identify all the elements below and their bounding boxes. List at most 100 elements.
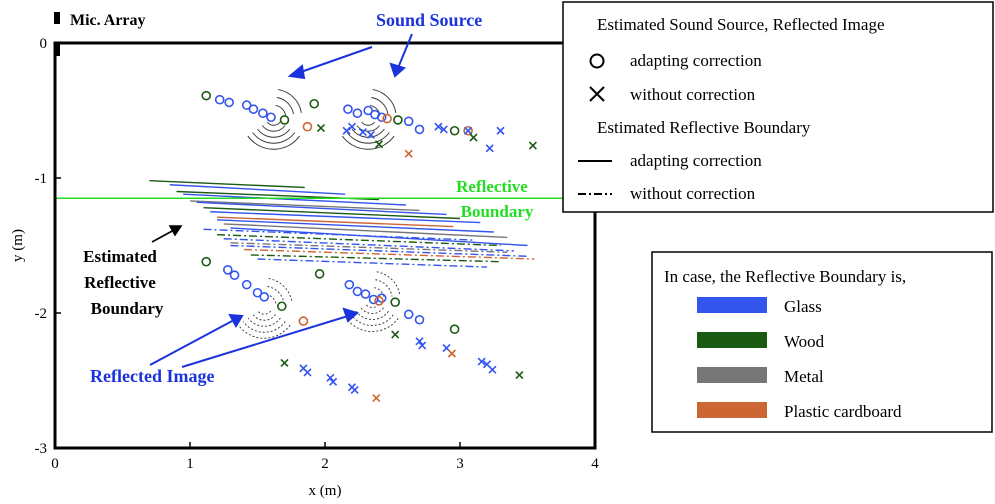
x-tick-label: 2 <box>321 456 329 472</box>
cross-point <box>418 341 427 350</box>
y-axis-label: y (m) <box>10 229 26 262</box>
boundary-line-solid <box>203 207 461 220</box>
cross-point <box>515 371 524 380</box>
cross-point <box>372 393 381 403</box>
circle-marker-icon <box>589 53 605 69</box>
cross-point <box>391 330 400 339</box>
circle-point <box>201 256 211 267</box>
circle-point <box>252 287 263 298</box>
legend-markers-title: Estimated Sound Source, Reflected Image <box>597 15 885 34</box>
arrowhead-icon <box>389 62 406 78</box>
circle-point <box>374 296 384 306</box>
cross-point <box>374 140 384 149</box>
cross-point <box>326 373 335 382</box>
arrow-reflected-image-2 <box>181 315 349 368</box>
legend-material-label: Metal <box>784 367 824 386</box>
cross-point <box>439 125 448 134</box>
circle-point <box>360 289 371 299</box>
cross-point <box>434 122 443 131</box>
cross-point <box>447 349 456 358</box>
y-tick-label: 0 <box>40 36 48 52</box>
boundary-line-dashdot <box>230 244 528 257</box>
cross-point <box>404 149 413 158</box>
mic-array-marker: Mic. Array <box>54 12 146 56</box>
sound-source-wavefront <box>341 89 397 150</box>
cross-point <box>469 133 478 142</box>
circle-point <box>302 121 313 132</box>
boundary-line-dashdot <box>223 238 515 252</box>
legend-markers: Estimated Sound Source, Reflected Image … <box>562 1 994 213</box>
reflective-boundary-label-2: Boundary <box>461 202 534 221</box>
circle-point <box>376 293 387 303</box>
boundary-line-solid <box>149 180 305 189</box>
legend-swatch <box>697 367 767 383</box>
cross-point <box>485 144 494 153</box>
reflected-image-wavefront <box>237 278 293 339</box>
circle-point <box>463 125 473 136</box>
boundary-line-dashdot <box>250 254 501 263</box>
circle-point <box>241 279 252 290</box>
boundary-line-solid <box>189 200 420 212</box>
circle-point <box>403 116 414 127</box>
circle-point <box>352 286 363 297</box>
circle-point <box>314 269 325 279</box>
cross-point <box>280 358 289 368</box>
cross-point <box>316 123 326 133</box>
cross-point <box>347 122 357 131</box>
x-tick-label: 4 <box>591 456 599 472</box>
boundary-line-solid <box>196 201 447 216</box>
circle-point <box>214 94 225 105</box>
cross-point <box>415 337 424 346</box>
circle-point <box>363 105 374 116</box>
x-axis-label: x (m) <box>309 483 342 499</box>
legend-boundary-title: Estimated Reflective Boundary <box>597 118 811 137</box>
circle-point <box>449 324 460 335</box>
circle-point <box>414 314 425 325</box>
legend-material-label: Glass <box>784 297 822 316</box>
cross-point <box>528 141 537 150</box>
circle-point <box>376 112 387 123</box>
circle-point <box>224 97 234 108</box>
circle-point <box>403 309 414 320</box>
mic-icon <box>54 12 60 24</box>
circle-point <box>258 108 268 118</box>
legend-materials: In case, the Reflective Boundary is, Gla… <box>651 251 993 433</box>
x-tick-label: 3 <box>456 456 464 472</box>
legend-materials-title: In case, the Reflective Boundary is, <box>664 267 906 286</box>
legend-markers-box <box>562 1 994 213</box>
circle-point <box>298 316 309 326</box>
cross-point <box>303 368 312 377</box>
source-image-wavefronts <box>237 89 401 339</box>
x-tick-label: 0 <box>51 456 59 472</box>
legend-swatch <box>697 297 767 313</box>
legend-material-label: Plastic cardboard <box>784 402 902 421</box>
cross-point <box>342 126 351 135</box>
boundary-line-solid <box>169 184 346 195</box>
cross-point <box>358 128 367 137</box>
boundary-line-dashdot <box>257 258 488 268</box>
circle-point <box>344 279 355 290</box>
circle-point <box>390 297 401 308</box>
boundary-line-dashdot <box>203 228 474 241</box>
cross-point <box>350 385 359 395</box>
legend-dashdot-label: without correction <box>630 184 756 203</box>
circle-point <box>223 264 233 275</box>
boundary-line-dashdot <box>230 242 508 253</box>
arrow-estimated-boundary <box>151 229 175 243</box>
estimated-boundaries <box>149 180 535 268</box>
legend-swatch <box>697 332 767 348</box>
arrowhead-icon <box>168 225 183 237</box>
arrow-sound-source-1 <box>297 46 373 74</box>
cross-point <box>496 126 505 135</box>
cross-point <box>477 357 486 366</box>
arrowhead-icon <box>342 307 359 323</box>
legend-solid-label: adapting correction <box>630 151 762 170</box>
cross-point <box>464 126 473 135</box>
arrow-sound-source-2 <box>397 33 413 69</box>
plot-frame <box>53 41 597 450</box>
estimated-boundary-label-3: Boundary <box>91 299 164 318</box>
reflected-image-wavefront <box>345 271 401 332</box>
boundary-line-solid <box>216 219 494 233</box>
circle-point <box>259 291 270 302</box>
